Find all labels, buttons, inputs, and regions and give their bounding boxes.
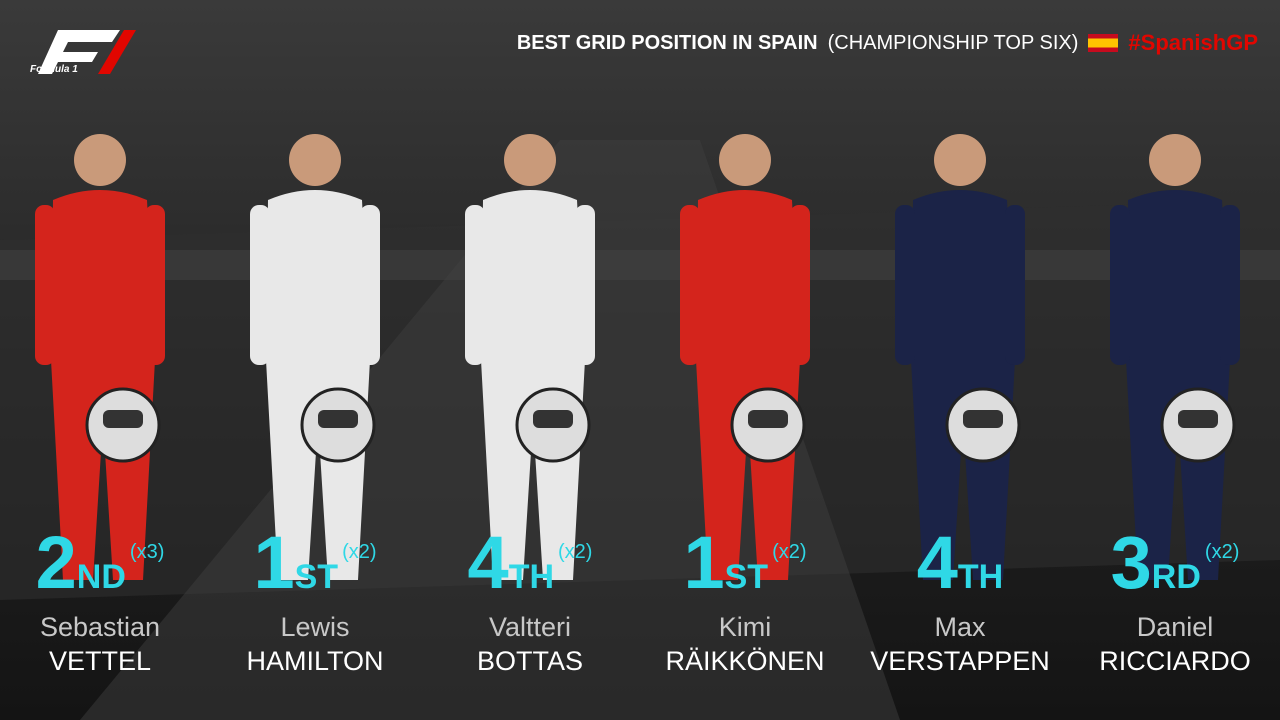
position-count: (x2) [558, 541, 593, 563]
driver-column: 4TH(x2) Valtteri BOTTAS [423, 0, 637, 720]
grid-position: 2ND(x3) [0, 520, 207, 605]
position-suffix: ST [724, 558, 769, 596]
driver-column: 1ST(x2) Kimi RÄIKKÖNEN [638, 0, 852, 720]
position-suffix: ST [294, 558, 339, 596]
driver-column: 3RD(x2) Daniel RICCIARDO [1068, 0, 1280, 720]
header: BEST GRID POSITION IN SPAIN (CHAMPIONSHI… [517, 28, 1258, 58]
position-count: (x2) [342, 541, 377, 563]
position-count: (x2) [772, 541, 807, 563]
driver-column: 4TH Max VERSTAPPEN [853, 0, 1067, 720]
driver-figure [680, 134, 810, 580]
position-count: (x3) [129, 541, 165, 563]
grid-position: 4TH [853, 520, 1067, 605]
last-name: RICCIARDO [1099, 646, 1251, 676]
last-name: RÄIKKÖNEN [665, 646, 825, 676]
position-number: 4 [916, 521, 958, 604]
driver-column: 2ND(x3) Sebastian VETTEL [0, 0, 207, 720]
grid-position: 1ST(x2) [208, 520, 422, 605]
f1-logo [38, 30, 136, 74]
grid-position: 1ST(x2) [638, 520, 852, 605]
first-name: Sebastian [39, 612, 161, 642]
driver-column: 1ST(x2) Lewis HAMILTON [208, 0, 422, 720]
first-name: Kimi [718, 612, 772, 642]
position-suffix: TH [957, 558, 1004, 596]
title-bold: BEST GRID POSITION IN SPAIN [516, 31, 818, 54]
position-number: 2 [35, 521, 77, 604]
grid-position: 3RD(x2) [1068, 520, 1280, 605]
first-name: Valtteri [488, 612, 572, 642]
first-name: Max [934, 612, 986, 642]
position-number: 1 [253, 521, 295, 604]
position-count: (x2) [1204, 541, 1240, 563]
grid-position: 4TH(x2) [423, 520, 637, 605]
position-suffix: TH [508, 558, 555, 596]
last-name: VERSTAPPEN [870, 646, 1050, 676]
position-suffix: RD [1151, 558, 1201, 596]
spain-flag [1088, 34, 1119, 52]
logo-text: Formula 1 [30, 64, 78, 75]
last-name: BOTTAS [476, 646, 583, 676]
position-number: 4 [467, 521, 509, 604]
position-suffix: ND [76, 558, 126, 596]
position-number: 1 [683, 521, 725, 604]
driver-figure [465, 134, 595, 580]
driver-figure [35, 134, 165, 580]
driver-figure [250, 134, 380, 580]
last-name: HAMILTON [246, 646, 384, 676]
driver-figure [895, 134, 1025, 580]
last-name: VETTEL [48, 646, 152, 676]
position-number: 3 [1110, 521, 1152, 604]
hashtag: #SpanishGP [1128, 30, 1258, 55]
title-regular: (CHAMPIONSHIP TOP SIX) [827, 31, 1079, 54]
first-name: Lewis [280, 612, 350, 642]
first-name: Daniel [1136, 612, 1214, 642]
driver-figure [1110, 134, 1240, 580]
